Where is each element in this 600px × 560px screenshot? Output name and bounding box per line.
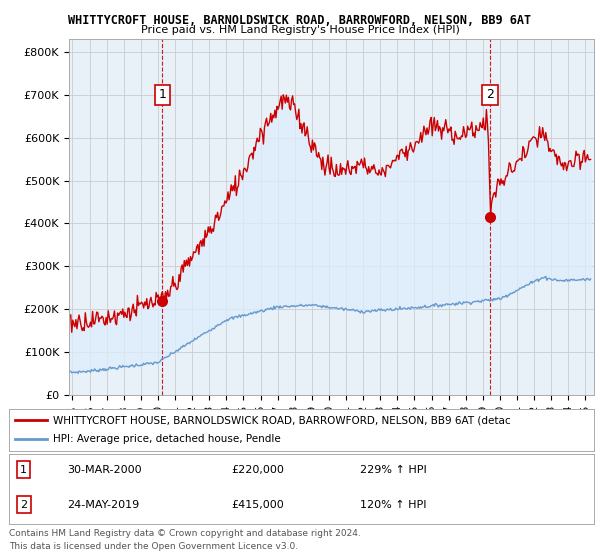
Text: 24-MAY-2019: 24-MAY-2019 [67,500,140,510]
Text: HPI: Average price, detached house, Pendle: HPI: Average price, detached house, Pend… [53,435,281,445]
Text: WHITTYCROFT HOUSE, BARNOLDSWICK ROAD, BARROWFORD, NELSON, BB9 6AT (detac: WHITTYCROFT HOUSE, BARNOLDSWICK ROAD, BA… [53,415,511,425]
Text: Contains HM Land Registry data © Crown copyright and database right 2024.: Contains HM Land Registry data © Crown c… [9,529,361,538]
Text: 1: 1 [158,88,166,101]
Text: WHITTYCROFT HOUSE, BARNOLDSWICK ROAD, BARROWFORD, NELSON, BB9 6AT: WHITTYCROFT HOUSE, BARNOLDSWICK ROAD, BA… [68,14,532,27]
Text: £415,000: £415,000 [232,500,284,510]
Text: Price paid vs. HM Land Registry's House Price Index (HPI): Price paid vs. HM Land Registry's House … [140,25,460,35]
Text: 120% ↑ HPI: 120% ↑ HPI [360,500,427,510]
Text: 1: 1 [20,465,27,475]
Text: This data is licensed under the Open Government Licence v3.0.: This data is licensed under the Open Gov… [9,542,298,550]
Text: £220,000: £220,000 [232,465,284,475]
Text: 30-MAR-2000: 30-MAR-2000 [67,465,142,475]
Text: 2: 2 [20,500,27,510]
Text: 229% ↑ HPI: 229% ↑ HPI [360,465,427,475]
Text: 2: 2 [486,88,494,101]
